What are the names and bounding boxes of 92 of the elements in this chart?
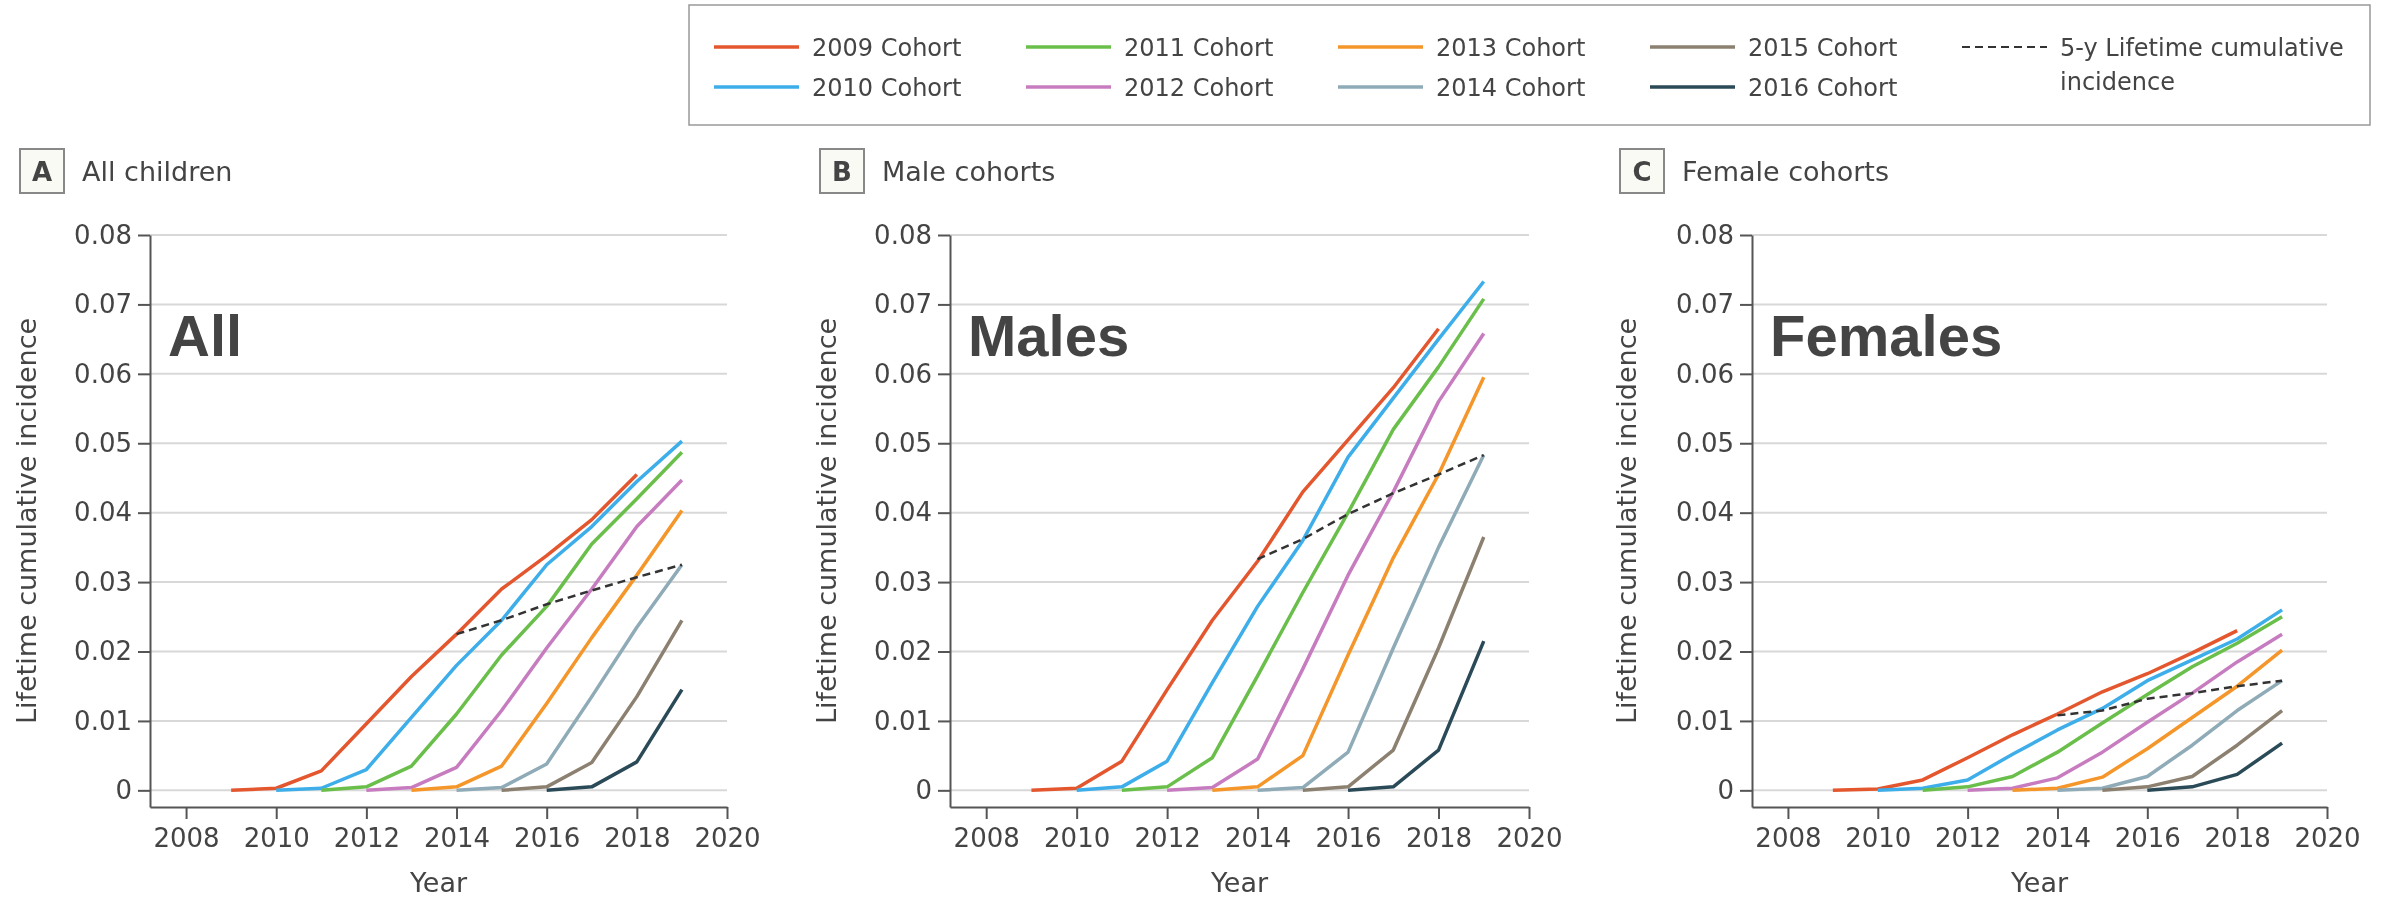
line-series <box>2010 648 2284 793</box>
line-series <box>364 478 684 793</box>
y-tick-label: 0.02 <box>74 636 132 667</box>
x-tick-label: 2010 <box>1044 823 1111 854</box>
x-tick-label: 2016 <box>2114 823 2181 854</box>
legend-label: 2009 Cohort <box>812 34 962 62</box>
line-series <box>409 508 684 793</box>
legend-label: 2013 Cohort <box>1436 34 1586 62</box>
y-tick-label: 0.01 <box>74 705 132 736</box>
legend-label: 2010 Cohort <box>812 74 962 102</box>
y-tick-label: 0.08 <box>74 219 132 250</box>
x-axis-title: Year <box>408 867 468 898</box>
y-tick-label: 0.05 <box>74 428 132 459</box>
line-series <box>454 562 684 793</box>
x-tick-label: 2020 <box>1496 823 1563 854</box>
y-tick-label: 0.01 <box>1676 705 1734 736</box>
y-tick-label: 0.03 <box>74 566 132 597</box>
x-axis-title: Year <box>2009 867 2069 898</box>
legend-label: 2015 Cohort <box>1748 34 1898 62</box>
line-series <box>1965 632 2284 793</box>
line-series <box>1255 453 1486 793</box>
chart-title: Female cohorts <box>1682 156 1889 187</box>
legend-label: 2011 Cohort <box>1124 34 1274 62</box>
y-tick-label: 0.03 <box>874 566 932 597</box>
y-tick-label: 0.04 <box>874 497 932 528</box>
line-series <box>1301 535 1486 793</box>
x-tick-label: 2020 <box>2294 823 2361 854</box>
annotation: All <box>168 303 243 369</box>
x-tick-label: 2016 <box>514 823 581 854</box>
line-series <box>499 618 684 793</box>
x-tick-label: 2014 <box>1225 823 1292 854</box>
line-series <box>2100 708 2284 793</box>
y-tick-label: 0.04 <box>74 497 132 528</box>
annotation: Males <box>968 303 1130 369</box>
x-axis-title: Year <box>1209 867 1269 898</box>
y-tick-label: 0.02 <box>874 636 932 667</box>
legend-label: 2012 Cohort <box>1124 74 1274 102</box>
legend-label: 2016 Cohort <box>1748 74 1898 102</box>
y-tick-label: 0.07 <box>874 289 932 320</box>
legend-label: 5-y Lifetime cumulative incidence <box>2060 34 2344 96</box>
y-tick-label: 0.06 <box>874 358 932 389</box>
line-series <box>1210 375 1486 793</box>
x-tick-label: 2014 <box>2024 823 2092 854</box>
y-tick-label: 0.07 <box>74 289 132 320</box>
x-tick-label: 2010 <box>1845 823 1912 854</box>
x-tick-label: 2014 <box>423 823 491 854</box>
x-tick-label: 2008 <box>1755 823 1822 854</box>
y-axis-title: Lifetime cumulative incidence <box>1611 317 1642 725</box>
y-axis-title: Lifetime cumulative incidence <box>11 317 42 725</box>
chart-title: Male cohorts <box>882 156 1056 187</box>
y-tick-label: 0.04 <box>1676 497 1734 528</box>
y-axis-title: Lifetime cumulative incidence <box>811 317 842 725</box>
y-tick-label: 0.06 <box>1676 358 1734 389</box>
x-tick-label: 2016 <box>1315 823 1382 854</box>
y-tick-label: 0.02 <box>1676 636 1734 667</box>
panel-letter-box: A <box>19 148 65 194</box>
x-tick-label: 2018 <box>2204 823 2271 854</box>
line-series <box>1165 331 1486 793</box>
y-tick-label: 0.03 <box>1676 566 1734 597</box>
legend-label: 2014 Cohort <box>1436 74 1586 102</box>
panel-letter-box: B <box>819 148 865 194</box>
y-tick-label: 0 <box>115 775 132 806</box>
y-tick-label: 0.01 <box>874 705 932 736</box>
y-tick-label: 0.08 <box>1676 219 1734 250</box>
x-tick-label: 2008 <box>953 823 1020 854</box>
line-series <box>2055 678 2284 793</box>
annotation: Females <box>1770 303 2003 369</box>
x-tick-label: 2008 <box>153 823 220 854</box>
line-series <box>1256 453 1486 561</box>
y-tick-label: 0.06 <box>74 358 132 389</box>
y-tick-label: 0.05 <box>1676 428 1734 459</box>
line-series <box>229 472 639 793</box>
y-tick-label: 0 <box>1717 775 1734 806</box>
line-series <box>2056 679 2284 717</box>
x-tick-label: 2020 <box>694 823 761 854</box>
y-tick-label: 0 <box>915 775 932 806</box>
x-tick-label: 2018 <box>1405 823 1473 854</box>
y-tick-label: 0.08 <box>874 219 932 250</box>
line-series <box>1831 628 2239 793</box>
line-series <box>1346 639 1486 793</box>
x-tick-label: 2010 <box>243 823 310 854</box>
x-tick-label: 2012 <box>333 823 400 854</box>
y-tick-label: 0.05 <box>874 428 932 459</box>
y-tick-label: 0.07 <box>1676 289 1734 320</box>
chart-title: All children <box>82 156 233 187</box>
x-tick-label: 2012 <box>1134 823 1201 854</box>
x-tick-label: 2018 <box>604 823 671 854</box>
x-tick-label: 2012 <box>1935 823 2002 854</box>
panel-letter-box: C <box>1619 148 1665 194</box>
line-series <box>544 687 684 793</box>
line-series <box>455 563 684 636</box>
line-series <box>2145 741 2284 793</box>
